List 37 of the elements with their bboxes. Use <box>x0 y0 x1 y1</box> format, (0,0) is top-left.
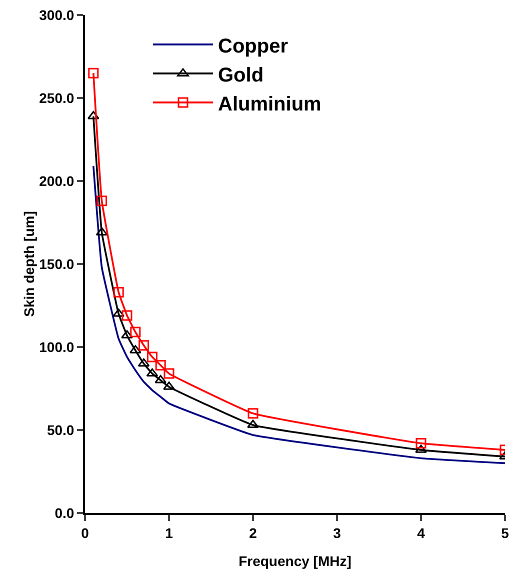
point <box>130 326 141 338</box>
x-tick-label: 4 <box>417 524 426 541</box>
x-tick-label: 3 <box>333 524 342 541</box>
y-tick-label: 200.0 <box>39 172 74 189</box>
point <box>121 330 133 338</box>
point <box>88 68 99 78</box>
x-tick-label: 5 <box>501 524 510 541</box>
point <box>416 438 426 449</box>
point <box>138 340 150 351</box>
legend-label: Copper <box>218 35 288 58</box>
x-axis-title: Frequency [MHz] <box>238 553 352 569</box>
x-tick-label: 1 <box>165 524 174 541</box>
y-tick-label: 100.0 <box>39 338 74 355</box>
point <box>164 368 174 379</box>
point <box>163 382 175 390</box>
point <box>248 408 258 419</box>
point <box>154 374 167 384</box>
legend-label: Gold <box>218 64 264 86</box>
line-series <box>92 165 505 464</box>
point <box>96 196 108 206</box>
point <box>247 420 259 428</box>
point <box>138 358 150 367</box>
legend-label: Aluminium <box>218 93 322 116</box>
point <box>146 368 158 377</box>
y-tick-label: 50.0 <box>46 422 74 438</box>
point <box>113 286 124 298</box>
y-tick-label: 0.0 <box>54 504 74 521</box>
y-tick-label: 250.0 <box>39 90 74 106</box>
point <box>146 352 158 362</box>
y-tick-label: 300.0 <box>39 6 74 23</box>
y-axis-title: Skin depth [um] <box>21 211 38 317</box>
y-tick-label: 150.0 <box>39 256 74 272</box>
point <box>122 310 132 321</box>
x-tick-label: 0 <box>81 524 90 541</box>
point <box>155 360 166 371</box>
point <box>415 444 427 453</box>
x-tick-label: 2 <box>249 524 258 541</box>
